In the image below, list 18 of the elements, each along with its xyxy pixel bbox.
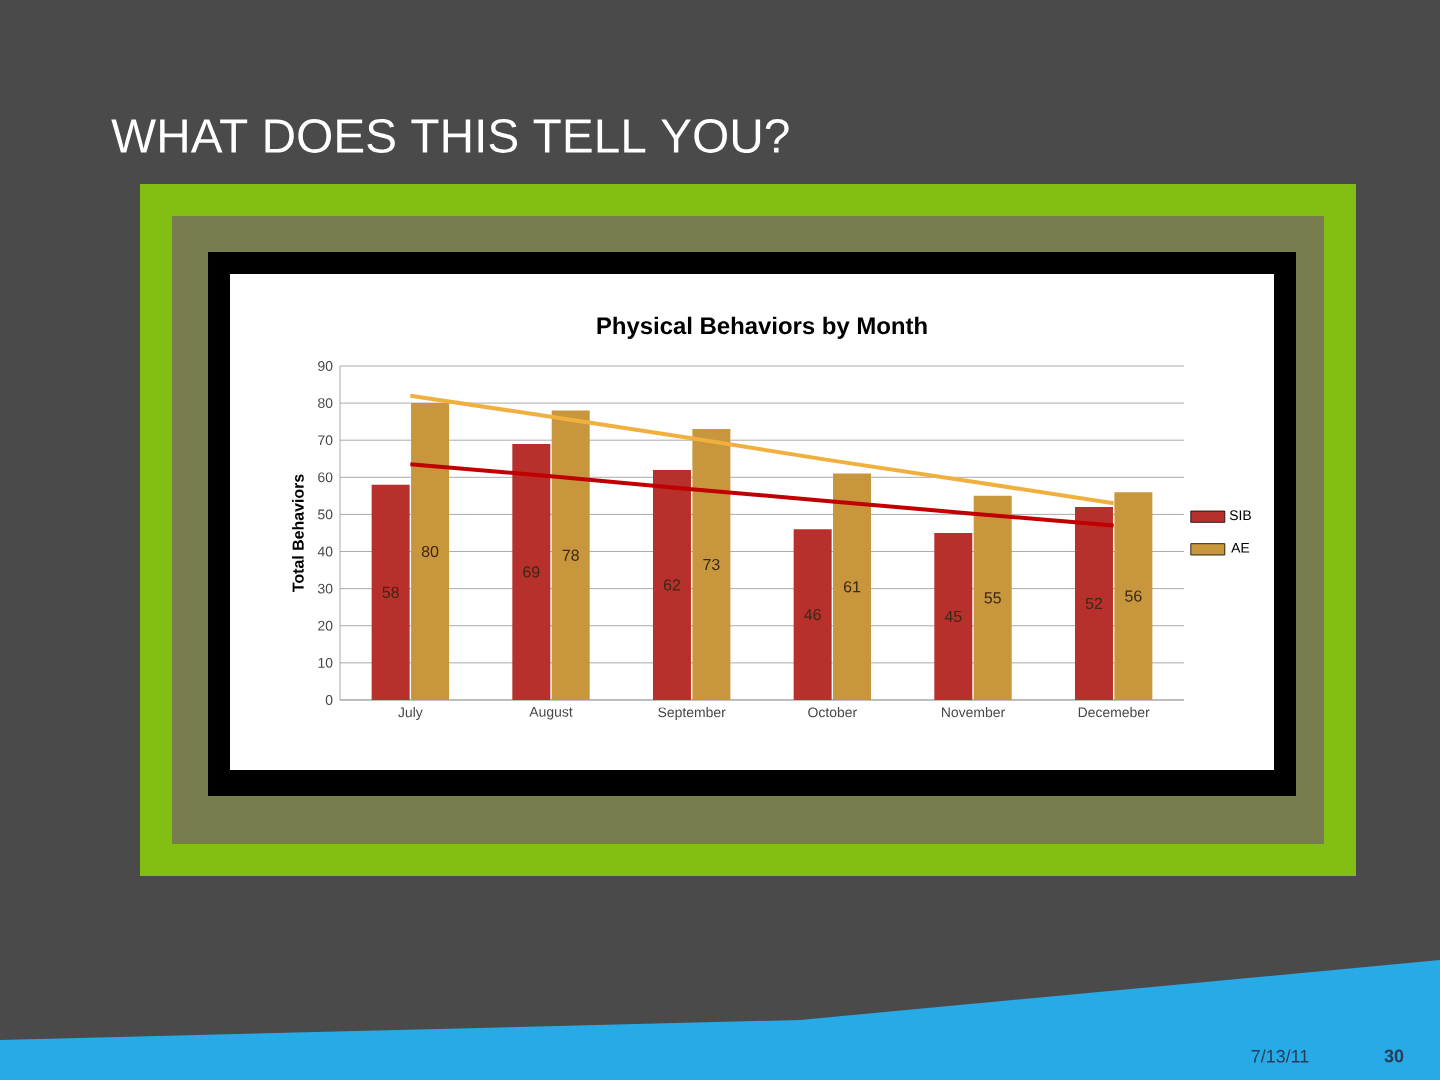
bar [692, 429, 731, 700]
bar [551, 410, 590, 700]
bar [1074, 506, 1113, 700]
bar [793, 529, 832, 700]
bar [371, 484, 410, 700]
text: WHAT DOES THIS TELL YOU? [111, 119, 789, 153]
bar [512, 443, 551, 700]
bar [652, 469, 691, 700]
bar [411, 403, 450, 700]
bar [833, 473, 872, 700]
line-series [408, 462, 1116, 528]
bar [973, 495, 1012, 700]
line-series [408, 393, 1116, 506]
text: 30 [1384, 1049, 1404, 1063]
bar [1114, 492, 1153, 700]
bar [934, 532, 973, 700]
text: 7/13/11 [1251, 1049, 1309, 1063]
chart-title: Physical Behaviors by Month [597, 316, 927, 339]
